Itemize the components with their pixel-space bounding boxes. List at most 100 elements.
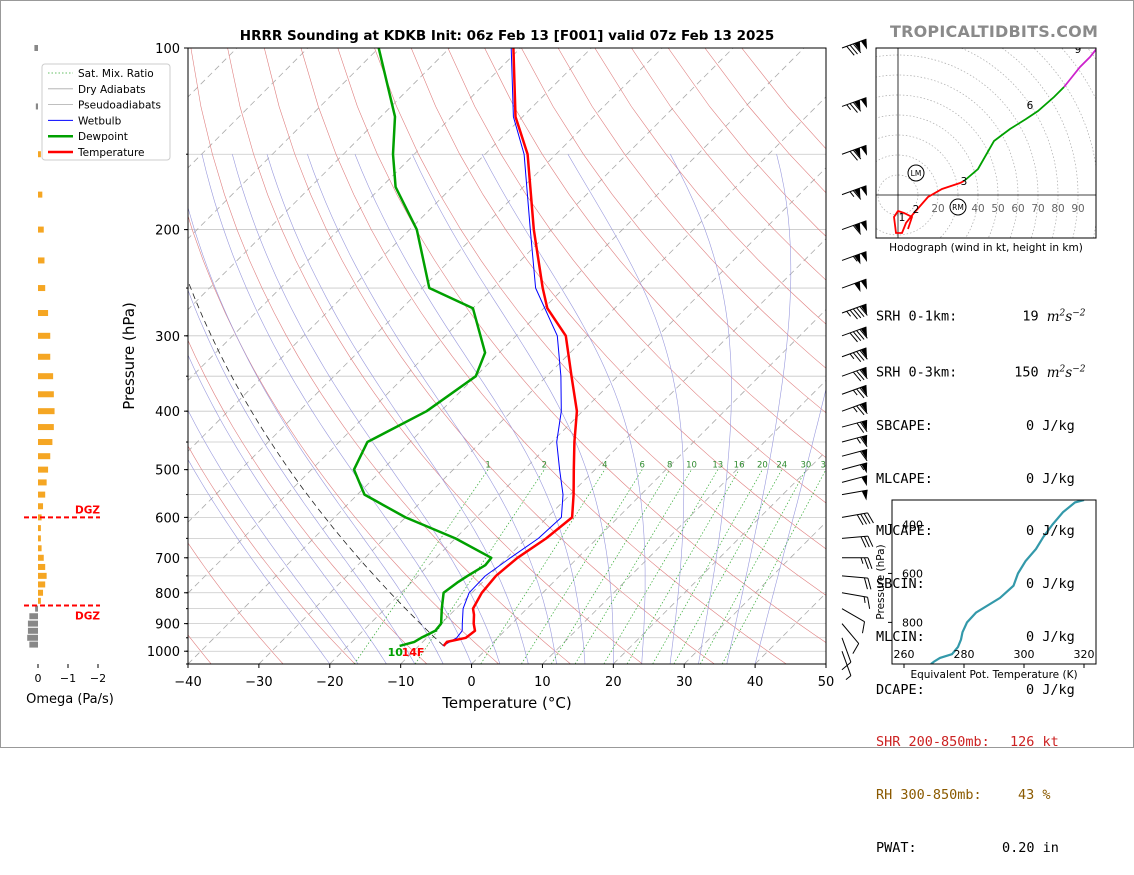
barb-full	[857, 514, 863, 526]
pseudoadiabat	[727, 154, 791, 664]
barb-half	[845, 676, 851, 680]
wetbulb-line	[443, 48, 563, 646]
omega-bar	[38, 227, 44, 233]
wind-barb	[842, 476, 870, 492]
wind-barb	[842, 558, 872, 569]
hodo-title: Hodograph (wind in kt, height in km)	[889, 242, 1083, 254]
dewpoint-line	[354, 48, 491, 646]
omega-bar	[36, 103, 38, 109]
barb-full	[863, 578, 868, 589]
rh-row: RH 300-850mb:43 %	[876, 787, 1085, 805]
mixing-ratio-line	[551, 470, 669, 664]
wind-barb	[842, 536, 873, 550]
dgz-label: DGZ	[75, 611, 100, 623]
mixing-ratio-label: 2	[542, 461, 547, 471]
dry-adiabat	[375, 48, 931, 664]
hodo-ring-label: 80	[1051, 203, 1064, 215]
barb-flag	[861, 145, 870, 156]
mixing-ratio-label: 24	[776, 461, 787, 471]
hodo-ring-label: 60	[1011, 203, 1024, 215]
y-tick-label: 600	[155, 511, 180, 526]
stat-label: MUCAPE:	[876, 523, 1026, 541]
barb-half	[850, 191, 854, 197]
legend-label: Dry Adiabats	[78, 84, 146, 96]
wind-barb	[842, 367, 870, 386]
shear-row: SHR 200-850mb:126 kt	[876, 734, 1085, 752]
omega-bar	[38, 535, 41, 541]
x-tick-label: −10	[387, 675, 414, 690]
stat-value: 0 J/kg	[1026, 523, 1075, 539]
barb-staff	[842, 576, 868, 578]
omega-bar	[38, 192, 42, 198]
legend-label: Wetbulb	[78, 115, 122, 127]
mlcin-row: MLCIN:0 J/kg	[876, 629, 1085, 647]
stat-label: DCAPE:	[876, 682, 1026, 700]
barb-staff	[842, 536, 868, 538]
barb-flag	[861, 98, 870, 109]
srh-unit: m2s−2	[1047, 365, 1086, 381]
barb-full	[861, 513, 867, 525]
barb-flag	[861, 221, 870, 232]
barb-full	[853, 308, 861, 320]
srh03-label: SRH 0-3km:	[876, 365, 957, 381]
omega-bar	[38, 555, 44, 561]
omega-bar	[38, 503, 43, 509]
wind-barb	[834, 624, 862, 654]
dcape-row: DCAPE:0 J/kg	[876, 682, 1085, 700]
legend-label: Pseudoadiabats	[78, 100, 161, 112]
srh01-row: SRH 0-1km: 19 m2s−2	[876, 305, 1085, 326]
storm-motion-label: LM	[911, 169, 922, 178]
omega-bar	[38, 590, 43, 596]
stat-value: 0 J/kg	[1026, 629, 1075, 645]
omega-bar	[28, 628, 38, 634]
wind-barb	[842, 98, 870, 117]
barb-half	[853, 389, 857, 395]
y-tick-label: 200	[155, 224, 180, 239]
barb-full	[864, 513, 870, 525]
omega-bar	[27, 635, 38, 641]
hodo-ring-label: 20	[931, 203, 944, 215]
wind-barb	[842, 252, 870, 270]
wind-barb	[832, 638, 853, 670]
mixing-ratio-label: 16	[734, 461, 745, 471]
barb-half	[863, 597, 866, 603]
surface-temperature-label: 14F	[402, 646, 425, 659]
wind-barb	[842, 385, 870, 404]
omega-bar	[38, 151, 41, 157]
wind-barb	[842, 279, 870, 297]
wind-barb	[842, 402, 870, 421]
mixing-ratio-line	[700, 470, 806, 664]
pseudoadiabat	[267, 154, 528, 664]
mixing-ratio-label: 8	[667, 461, 672, 471]
shr-value: 126 kt	[1010, 734, 1059, 750]
pseudoadiabat	[755, 154, 866, 664]
temperature-line	[444, 48, 577, 646]
barb-full	[850, 332, 858, 344]
hodo-height-label: 2	[913, 204, 920, 216]
omega-bar	[38, 479, 47, 485]
wind-barb	[837, 609, 868, 634]
mixing-ratio-line	[722, 470, 826, 664]
omega-bar	[38, 333, 50, 339]
omega-bar	[38, 467, 48, 473]
mucape-row: MUCAPE:0 J/kg	[876, 523, 1085, 541]
omega-bar	[38, 391, 54, 397]
dgz-label: DGZ	[75, 504, 100, 516]
x-tick-label: 20	[605, 675, 622, 690]
omega-bar	[34, 45, 38, 51]
omega-bar	[38, 564, 45, 570]
barb-flag	[861, 476, 869, 487]
wind-barb	[836, 651, 851, 679]
omega-x-label: Omega (Pa/s)	[26, 692, 114, 707]
stat-label: SBCIN:	[876, 576, 1026, 594]
wind-barb	[842, 186, 870, 205]
barb-full	[853, 371, 861, 383]
omega-bar	[38, 354, 50, 360]
omega-x-tick-label: −2	[90, 672, 106, 685]
x-tick-label: 50	[818, 675, 835, 690]
y-tick-label: 800	[155, 587, 180, 602]
x-tick-label: 40	[747, 675, 764, 690]
omega-bar	[38, 408, 55, 414]
mixing-ratio-line	[674, 470, 782, 664]
omega-bar	[38, 285, 45, 291]
